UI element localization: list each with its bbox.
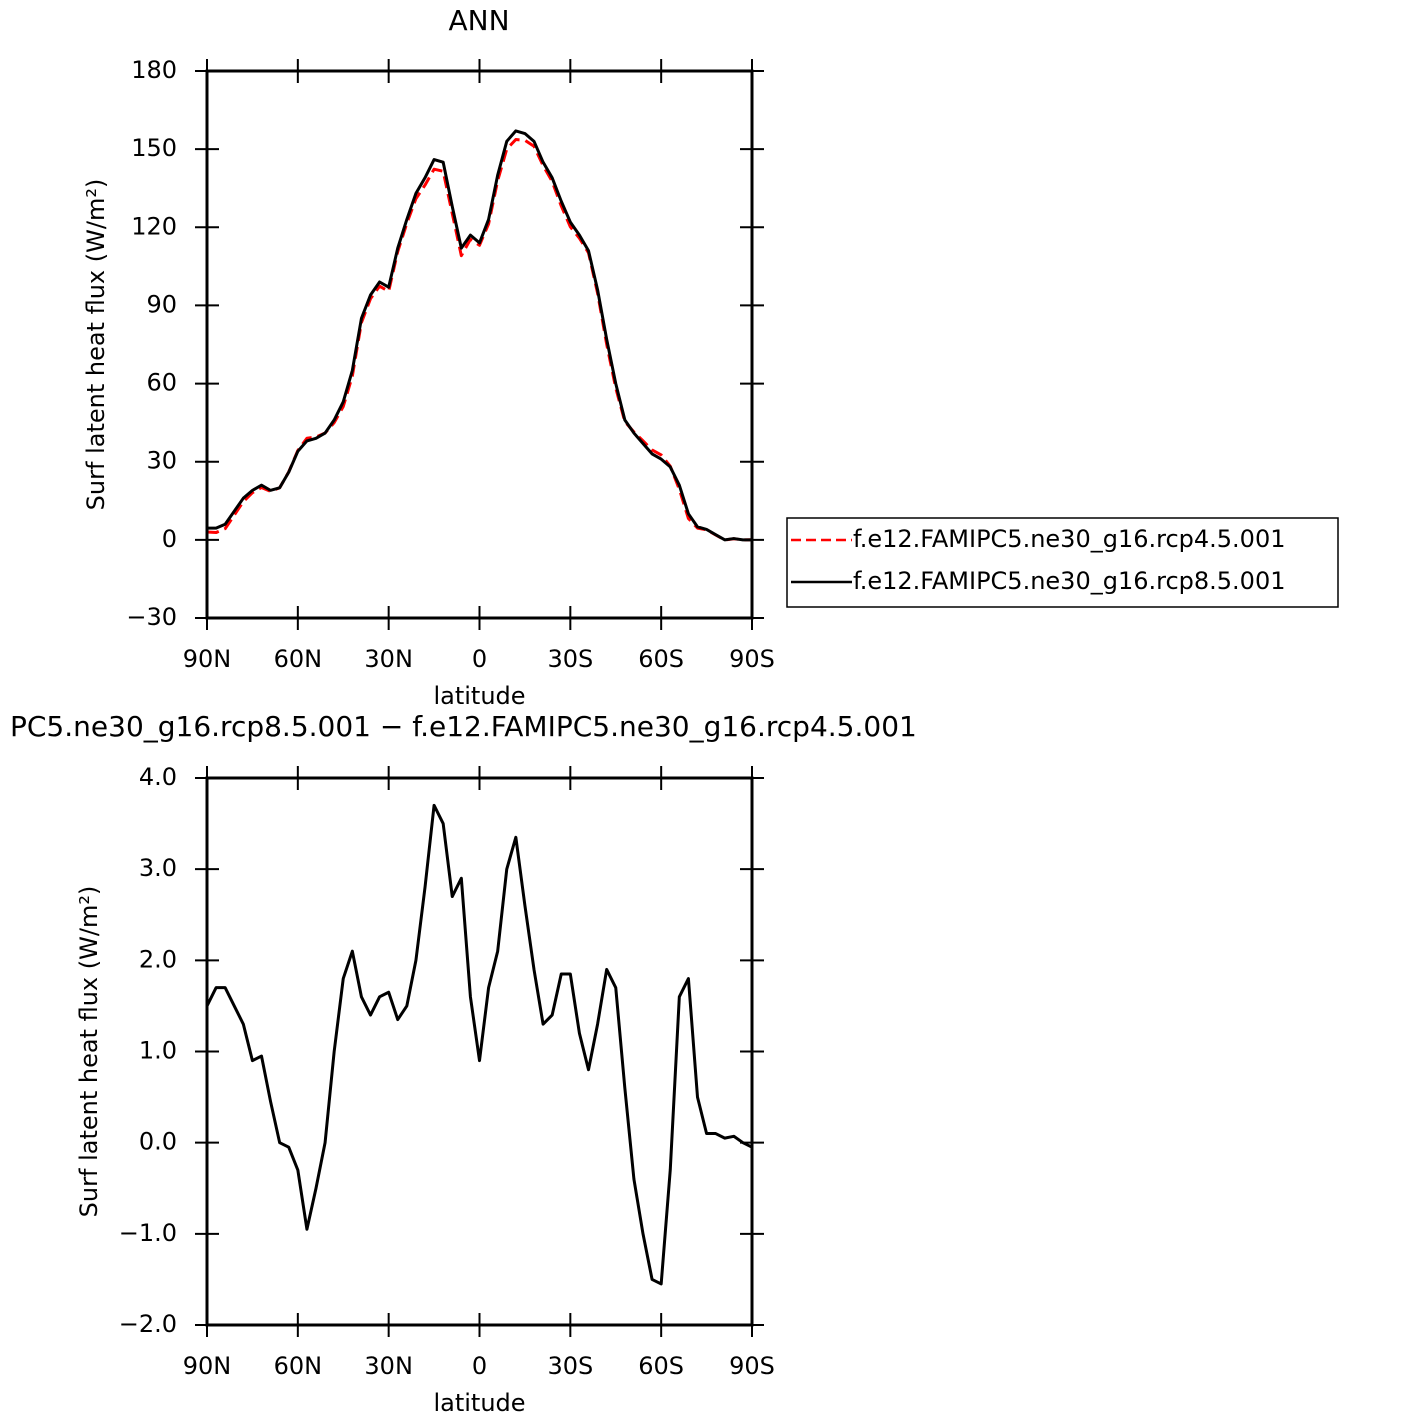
y-tick-label: 90 (146, 290, 177, 318)
x-tick-label: 0 (472, 645, 487, 673)
y-tick-label: −1.0 (119, 1219, 177, 1247)
x-tick-label: 90S (729, 645, 775, 673)
legend-label: f.e12.FAMIPC5.ne30_g16.rcp8.5.001 (853, 567, 1286, 595)
x-axis-label: latitude (433, 1389, 525, 1417)
y-axis-label: Surf latent heat flux (W/m²) (82, 179, 110, 511)
x-tick-label: 30N (364, 645, 413, 673)
data-line (206, 138, 753, 542)
x-tick-label: 90N (183, 1352, 232, 1380)
y-tick-label: 1.0 (139, 1037, 177, 1065)
plot-frame (205, 69, 754, 620)
chart-title: PC5.ne30_g16.rcp8.5.001 − f.e12.FAMIPC5.… (10, 710, 917, 743)
x-tick-label: 30S (547, 645, 593, 673)
y-tick-label: 0 (162, 525, 177, 553)
y-tick-label: −30 (126, 603, 177, 631)
x-tick-label: 30S (547, 1352, 593, 1380)
x-tick-label: 60N (274, 1352, 323, 1380)
x-axis-label: latitude (433, 682, 525, 710)
x-tick-label: 60N (274, 645, 323, 673)
x-tick-label: 30N (364, 1352, 413, 1380)
y-tick-label: 60 (146, 369, 177, 397)
legend-label: f.e12.FAMIPC5.ne30_g16.rcp4.5.001 (853, 525, 1286, 553)
y-tick-label: 4.0 (139, 763, 177, 791)
y-tick-label: 180 (131, 56, 177, 84)
x-tick-label: 0 (472, 1352, 487, 1380)
y-tick-label: 150 (131, 134, 177, 162)
data-line (205, 803, 753, 1286)
y-tick-label: 30 (146, 447, 177, 475)
x-tick-label: 60S (638, 645, 684, 673)
y-tick-label: −2.0 (119, 1310, 177, 1338)
x-tick-label: 90S (729, 1352, 775, 1380)
y-tick-label: 2.0 (139, 945, 177, 973)
plot-frame (205, 776, 754, 1327)
x-tick-label: 90N (183, 645, 232, 673)
legend-box (786, 517, 1339, 608)
y-tick-label: 3.0 (139, 854, 177, 882)
y-tick-label: 120 (131, 212, 177, 240)
data-line (207, 129, 752, 542)
chart-title: ANN (448, 4, 509, 37)
y-tick-label: 0.0 (139, 1128, 177, 1156)
y-axis-label: Surf latent heat flux (W/m²) (75, 886, 103, 1218)
x-tick-label: 60S (638, 1352, 684, 1380)
